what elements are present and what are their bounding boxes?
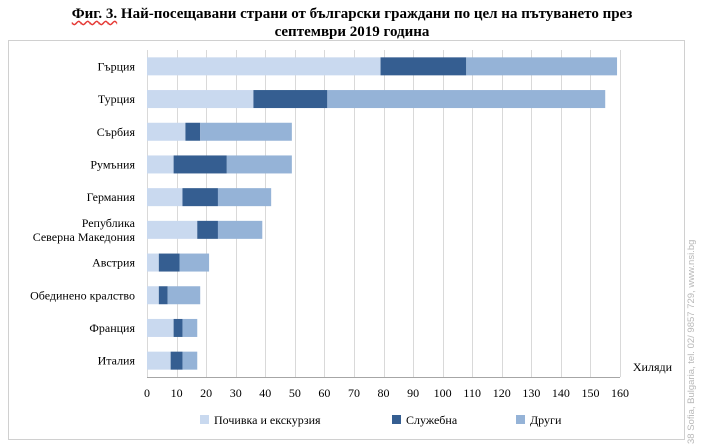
bar-10-series-1 <box>147 351 171 370</box>
x-tick-label-30: 30 <box>230 386 242 400</box>
x-tick-label-20: 20 <box>200 386 212 400</box>
legend-swatch-2 <box>392 415 401 424</box>
category-label-8: Обединено кралство <box>30 288 135 302</box>
bar-3-series-3 <box>200 122 292 141</box>
x-tick-label-130: 130 <box>522 386 540 400</box>
x-tick-label-0: 0 <box>144 386 150 400</box>
legend-swatch-3 <box>516 415 525 424</box>
bar-7-series-3 <box>179 253 210 272</box>
x-tick-label-160: 160 <box>611 386 629 400</box>
legend-label-2: Служебна <box>406 413 458 427</box>
x-tick-label-110: 110 <box>463 386 481 400</box>
bar-10-series-3 <box>182 351 198 370</box>
bar-5-series-1 <box>147 188 183 207</box>
bar-9-series-2 <box>173 318 183 337</box>
bar-5-series-3 <box>217 188 272 207</box>
bar-10-series-2 <box>170 351 183 370</box>
legend-label-3: Други <box>530 413 562 427</box>
legend-swatch-1 <box>200 415 209 424</box>
chart-title-line-2: септември 2019 година <box>274 24 430 40</box>
category-label-10: Италия <box>98 354 136 368</box>
chart-frame <box>8 40 685 440</box>
bar-8-series-3 <box>167 286 201 305</box>
x-tick-label-80: 80 <box>378 386 390 400</box>
x-tick-label-40: 40 <box>259 386 271 400</box>
x-tick-label-140: 140 <box>552 386 570 400</box>
bar-1-series-1 <box>147 57 381 76</box>
category-label-3: Сърбия <box>97 125 136 139</box>
legend-label-1: Почивка и екскурзия <box>214 413 321 427</box>
bar-2-series-1 <box>147 90 254 109</box>
category-label-6-line-1: Република <box>82 216 136 230</box>
bar-8-series-2 <box>158 286 168 305</box>
x-tick-label-10: 10 <box>171 386 183 400</box>
x-tick-label-90: 90 <box>407 386 419 400</box>
chart-title-line-1: Фиг. 3. Най-посещавани страни от българс… <box>0 5 704 23</box>
category-label-5: Германия <box>87 190 136 204</box>
bar-7-series-2 <box>158 253 180 272</box>
category-label-4: Румъния <box>90 157 135 171</box>
x-tick-label-100: 100 <box>434 386 452 400</box>
x-tick-label-50: 50 <box>289 386 301 400</box>
bar-7-series-1 <box>147 253 159 272</box>
category-label-7: Австрия <box>92 256 135 270</box>
category-label-9: Франция <box>89 321 135 335</box>
bar-6-series-2 <box>197 220 218 239</box>
bar-3-series-1 <box>147 122 186 141</box>
bar-6-series-1 <box>147 220 198 239</box>
bar-6-series-3 <box>217 220 263 239</box>
category-label-2: Турция <box>98 92 136 106</box>
bar-5-series-2 <box>182 188 218 207</box>
figure-number: Фиг. 3. <box>71 6 118 22</box>
x-tick-label-60: 60 <box>318 386 330 400</box>
bar-4-series-2 <box>173 155 227 174</box>
chart-title-text: Най-посещавани страни от български гражд… <box>117 6 633 22</box>
x-tick-label-150: 150 <box>581 386 599 400</box>
bar-3-series-2 <box>185 122 201 141</box>
bar-4-series-3 <box>226 155 292 174</box>
bar-2-series-2 <box>253 90 328 109</box>
category-label-1: Гърция <box>97 59 135 73</box>
bar-2-series-3 <box>327 90 606 109</box>
bar-1-series-2 <box>380 57 467 76</box>
bar-9-series-1 <box>147 318 174 337</box>
bar-1-series-3 <box>466 57 618 76</box>
bar-4-series-1 <box>147 155 174 174</box>
bar-9-series-3 <box>182 318 198 337</box>
category-label-6-line-2: Северна Македония <box>33 230 136 244</box>
x-axis-label: Хиляди <box>633 360 673 374</box>
bar-8-series-1 <box>147 286 159 305</box>
watermark: 38 Sofia, Bulgaria, tel. 02/ 9857 729, w… <box>686 239 697 444</box>
x-tick-label-70: 70 <box>348 386 360 400</box>
x-tick-label-120: 120 <box>493 386 511 400</box>
